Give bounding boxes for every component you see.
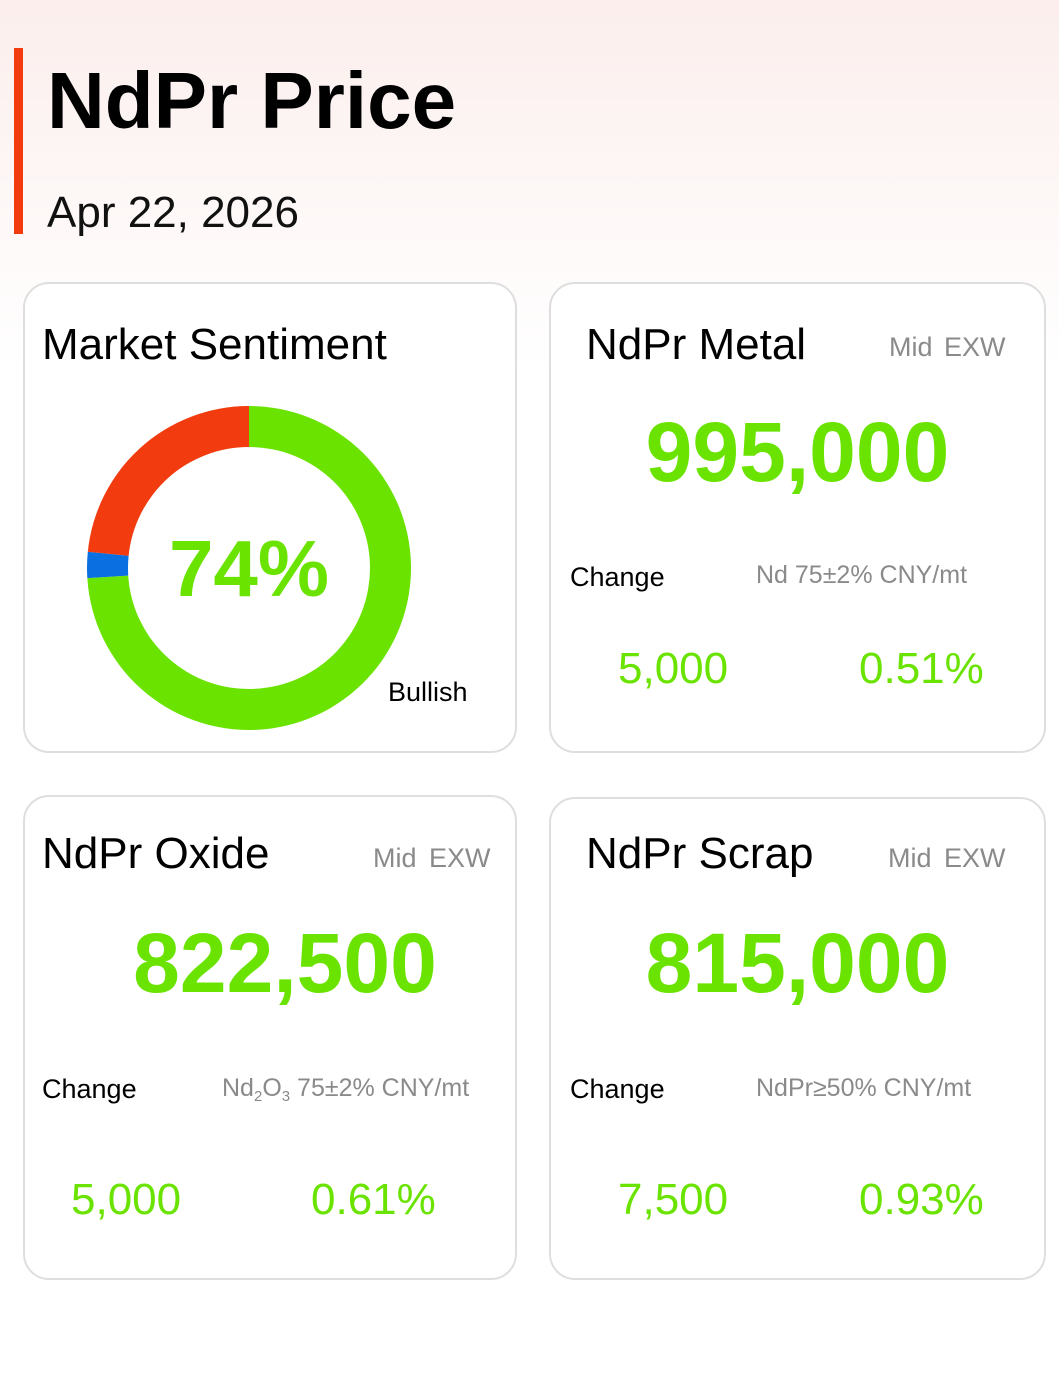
title-accent-bar (14, 48, 23, 234)
metal-tag-mid: Mid (889, 332, 933, 362)
oxide-change-percent: 0.61% (311, 1175, 436, 1224)
ndpr-scrap-card: NdPr Scrap Mid EXW 815,000 Change NdPr≥5… (549, 797, 1046, 1280)
metal-change-value: 5,000 (618, 644, 729, 693)
metal-tag-exw: EXW (944, 332, 1006, 362)
metal-spec: Nd 75±2% CNY/mt (756, 561, 968, 589)
scrap-change-percent: 0.93% (859, 1175, 984, 1224)
metal-title: NdPr Metal (586, 320, 807, 369)
scrap-spec: NdPr≥50% CNY/mt (756, 1074, 972, 1102)
scrap-title: NdPr Scrap (586, 829, 814, 878)
scrap-price: 815,000 (645, 916, 950, 1010)
metal-change-percent: 0.51% (859, 644, 984, 693)
oxide-change-value: 5,000 (71, 1175, 182, 1224)
oxide-tag-exw: EXW (429, 843, 491, 873)
ndpr-metal-card: NdPr Metal Mid EXW 995,000 Change Nd 75±… (549, 282, 1046, 753)
page-title: NdPr Price (47, 56, 457, 145)
metal-price: 995,000 (645, 405, 950, 499)
donut-segment-neutral (87, 551, 129, 579)
scrap-change-value: 7,500 (618, 1175, 729, 1224)
scrap-tag-mid: Mid (888, 843, 932, 873)
sentiment-label: Bullish (388, 677, 468, 707)
page-date: Apr 22, 2026 (47, 188, 299, 237)
oxide-spec: Nd2O3 75±2% CNY/mt (222, 1074, 470, 1105)
oxide-title: NdPr Oxide (42, 829, 270, 878)
oxide-price: 822,500 (133, 916, 437, 1010)
ndpr-oxide-card: NdPr Oxide Mid EXW 822,500 Change Nd2O3 … (23, 795, 517, 1280)
oxide-tag-mid: Mid (373, 843, 417, 873)
scrap-change-label: Change (570, 1074, 665, 1104)
sentiment-percent: 74% (168, 524, 330, 613)
scrap-tag-exw: EXW (944, 843, 1006, 873)
sentiment-title: Market Sentiment (42, 320, 387, 369)
donut-segment-bearish (87, 406, 249, 556)
oxide-change-label: Change (42, 1074, 137, 1104)
sentiment-donut-chart (87, 406, 411, 730)
metal-change-label: Change (570, 562, 665, 592)
market-sentiment-card: Market Sentiment 74% Bullish (23, 282, 517, 753)
